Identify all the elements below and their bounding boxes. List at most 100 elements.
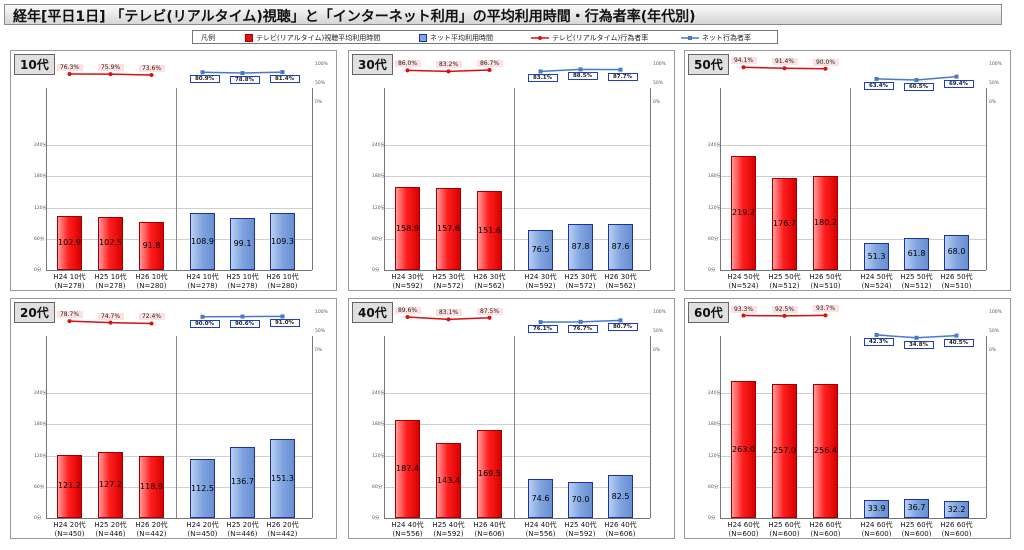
net-rate-label: 34.8%: [903, 340, 934, 349]
gridline: [384, 207, 650, 209]
tv-rate-label: 72.4%: [138, 313, 165, 321]
x-tick-label: H24 60代 (N=600): [727, 521, 760, 538]
tv-rate-label: 90.0%: [812, 58, 839, 66]
x-tick-label: H24 50代 (N=524): [860, 273, 893, 290]
tv-time-bar: [813, 384, 838, 518]
y2-tick-label: 100%: [315, 62, 328, 67]
chart-panel: 60代 0分 60分 120分 180分 240分 0% 50% 100% 263.0 H24 60…: [684, 298, 1011, 539]
y-axis: [46, 88, 47, 270]
net-rate-label: 90.6%: [229, 319, 260, 328]
panel-title: 60代: [688, 302, 729, 323]
group-divider: [850, 88, 851, 270]
tv-time-bar-value: 151.6: [478, 225, 501, 235]
y-tick-label: 0分: [708, 268, 716, 273]
x-tick-label: H25 10代 (N=278): [94, 273, 127, 290]
panel-title: 30代: [352, 54, 393, 75]
net-rate-label: 80.9%: [189, 75, 220, 84]
rate-lines: [741, 65, 959, 83]
y2-tick-label: 0%: [653, 348, 661, 353]
tv-time-bar-value: 176.7: [773, 218, 796, 228]
chart-panel: 30代 0分 60分 120分 180分 240分 0% 50% 100% 158.9 H24 30…: [348, 50, 675, 291]
y-tick-label: 120分: [372, 453, 386, 459]
x-tick-label: H26 10代 (N=280): [266, 273, 299, 290]
net-rate-point: [914, 335, 919, 340]
x-axis: [720, 270, 986, 271]
legend-text-net-line: ネット行為者率: [702, 34, 751, 42]
tv-rate-label: 93.7%: [812, 305, 839, 313]
gridline: [384, 455, 650, 457]
legend-text-tv-bar: テレビ(リアルタイム)視聴平均利用時間: [256, 34, 381, 42]
group-divider: [514, 88, 515, 270]
tv-time-bar: [731, 381, 756, 518]
tv-time-bar-value: 127.2: [99, 479, 122, 489]
gridline: [720, 424, 986, 426]
net-rate-point: [874, 76, 879, 81]
x-tick-label: H24 40代 (N=556): [524, 521, 557, 538]
y2-tick-label: 100%: [653, 62, 666, 67]
rate-lines: [67, 70, 285, 78]
y-axis: [384, 336, 385, 518]
net-rate-label: 90.0%: [189, 319, 220, 328]
net-rate-point: [578, 67, 583, 72]
tv-time-bar: [139, 456, 164, 518]
x-tick-label: H24 30代 (N=592): [524, 273, 557, 290]
tv-rate-point: [823, 313, 828, 318]
net-time-bar: [904, 498, 929, 518]
y2-tick-label: 0%: [315, 100, 323, 105]
y-tick-label: 60分: [372, 236, 383, 242]
net-rate-point: [954, 333, 959, 338]
y-tick-label: 0分: [372, 268, 380, 273]
chart-panel: 50代 0分 60分 120分 180分 240分 0% 50% 100% 219.2 H24 50…: [684, 50, 1011, 291]
net-rate-label: 88.5%: [567, 72, 598, 81]
x-tick-label: H25 20代 (N=446): [94, 521, 127, 538]
tv-rate-point: [741, 313, 746, 318]
tv-time-bar-value: 158.9: [396, 223, 419, 233]
group-divider: [176, 336, 177, 518]
net-time-bar-value: 151.3: [271, 473, 294, 483]
chart-panel: 10代 0分 60分 120分 180分 240分 0% 50% 100% 102.9 H24 10…: [10, 50, 337, 291]
y2-axis: [650, 336, 651, 518]
y2-axis: [312, 88, 313, 270]
tv-time-bar: [813, 176, 838, 270]
tv-time-bar-value: 121.2: [58, 481, 81, 491]
net-rate-point: [954, 74, 959, 79]
tv-rate-point: [67, 319, 72, 324]
tv-rate-label: 83.2%: [435, 61, 462, 69]
legend-text-net-bar: ネット平均利用時間: [430, 34, 493, 42]
tv-rate-point: [487, 315, 492, 320]
tv-rate-point: [446, 69, 451, 74]
net-time-bar: [608, 475, 633, 518]
x-tick-label: H25 50代 (N=512): [768, 273, 801, 290]
tv-time-bar: [731, 155, 756, 270]
group-divider: [514, 336, 515, 518]
net-time-bar-value: 36.7: [907, 503, 926, 513]
gridline: [46, 424, 312, 426]
tv-rate-label: 86.0%: [394, 60, 421, 68]
legend-item-tv-line: テレビ(リアルタイム)行為者率: [531, 33, 648, 43]
tv-time-bar-value: 102.9: [58, 238, 81, 248]
tv-rate-point: [149, 73, 154, 78]
net-rate-label: 80.7%: [607, 323, 638, 332]
y2-tick-label: 0%: [315, 348, 323, 353]
net-time-bar-value: 136.7: [231, 477, 254, 487]
net-time-bar-value: 32.2: [947, 504, 966, 514]
legend-text-tv-line: テレビ(リアルタイム)行為者率: [552, 34, 649, 42]
y2-axis: [986, 88, 987, 270]
gridline: [384, 393, 650, 394]
y2-axis: [986, 336, 987, 518]
net-time-bar: [944, 234, 969, 270]
gridline: [46, 207, 312, 209]
net-rate-label: 87.7%: [607, 72, 638, 81]
y2-tick-label: 100%: [315, 310, 328, 315]
y-axis: [720, 336, 721, 518]
y-tick-label: 120分: [372, 205, 386, 211]
tv-rate-label: 76.3%: [56, 64, 83, 71]
y-tick-label: 60分: [372, 484, 383, 490]
x-tick-label: H26 60代 (N=600): [809, 521, 842, 538]
y2-axis: [312, 336, 313, 518]
tv-time-bar: [57, 454, 82, 518]
y-tick-label: 180分: [708, 174, 722, 180]
gridline: [46, 238, 312, 240]
tv-rate-label: 93.3%: [730, 305, 757, 313]
